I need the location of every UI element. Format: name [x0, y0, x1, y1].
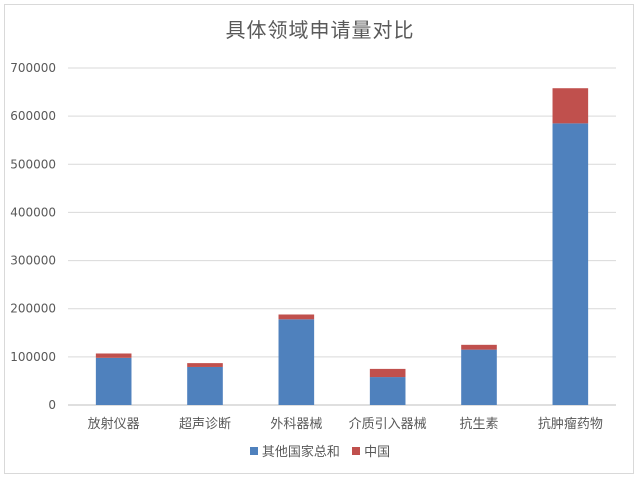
x-category-label: 介质引入器械 [349, 417, 427, 432]
bar-segment-china [552, 88, 589, 124]
y-tick-label: 500000 [10, 157, 56, 171]
y-tick-label: 100000 [10, 350, 56, 364]
y-tick-label: 700000 [10, 61, 56, 75]
bar-segment-others [461, 349, 497, 405]
bar-segment-others [278, 319, 315, 405]
y-tick-label: 0 [48, 398, 56, 412]
legend-label-others: 其他国家总和 [261, 445, 340, 460]
bar-segment-china [95, 353, 132, 358]
bar-segment-china [278, 314, 315, 320]
x-category-label: 超声诊断 [179, 417, 231, 432]
y-tick-label: 200000 [10, 302, 56, 316]
legend: 其他国家总和 中国 [0, 441, 640, 460]
bar-segment-others [552, 123, 589, 405]
bar-segment-china [461, 344, 497, 350]
legend-item-others: 其他国家总和 [249, 441, 340, 460]
bar-segment-others [95, 357, 132, 405]
bar-segment-others [369, 377, 406, 405]
x-category-label: 放射仪器 [88, 416, 140, 432]
y-tick-label: 300000 [10, 254, 56, 268]
x-category-label: 外科器械 [270, 417, 322, 432]
legend-swatch-others [249, 446, 258, 455]
bar-segment-china [187, 363, 223, 367]
legend-swatch-china [352, 446, 361, 455]
bar-segment-china [369, 368, 406, 378]
x-category-label: 抗生素 [459, 417, 498, 432]
bar-segment-others [187, 366, 223, 405]
y-tick-label: 400000 [10, 205, 56, 219]
legend-item-china: 中国 [352, 441, 390, 460]
chart-title: 具体领域申请量对比 [225, 18, 415, 42]
x-category-label: 抗肿瘤药物 [538, 416, 603, 432]
y-tick-label: 600000 [10, 109, 56, 123]
legend-label-china: 中国 [364, 445, 391, 460]
